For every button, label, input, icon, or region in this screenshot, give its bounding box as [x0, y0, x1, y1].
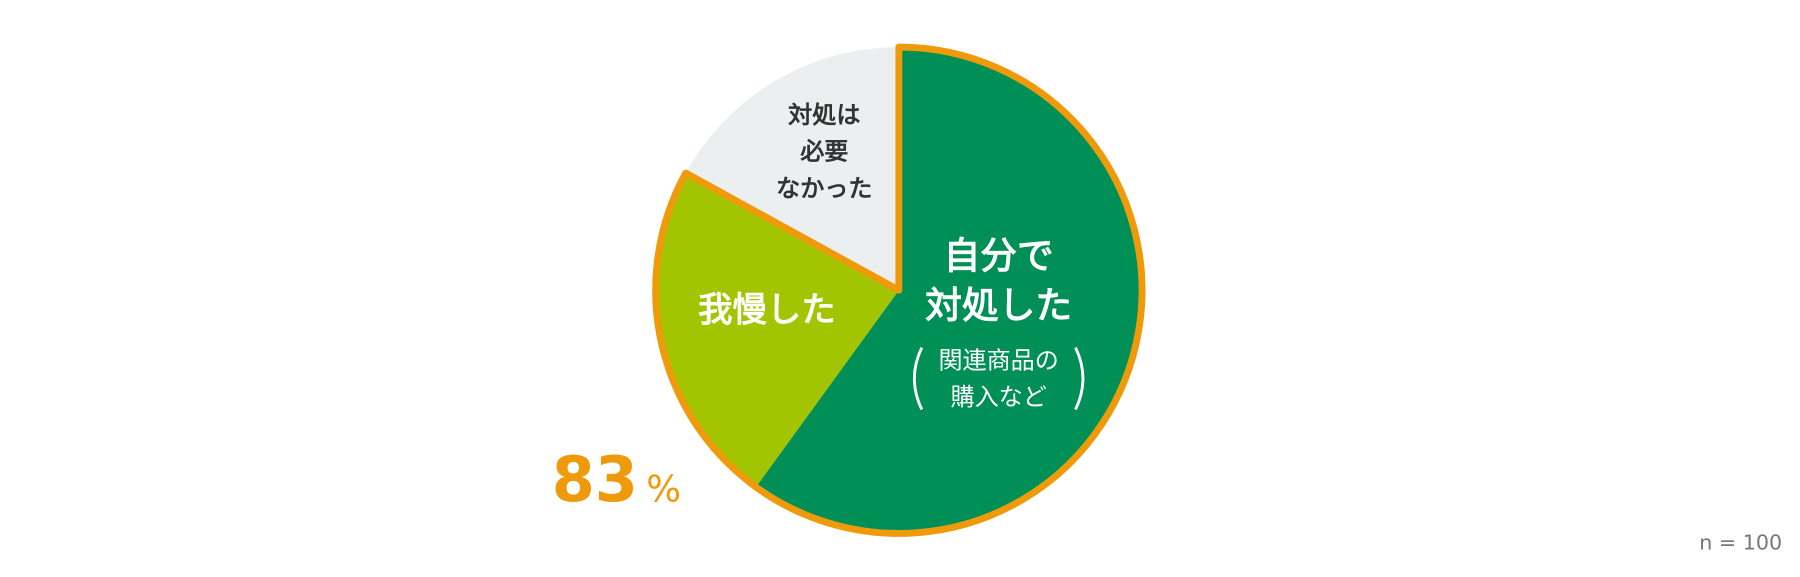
sample-size: n = 100 — [1699, 531, 1782, 555]
slice-label: 対処は — [788, 101, 860, 129]
slice-label: 必要 — [800, 138, 848, 166]
slice — [685, 47, 899, 291]
slice-label: 自分で — [944, 235, 1054, 278]
slice-label: なかった — [776, 174, 872, 202]
highlight-outline — [652, 43, 1146, 537]
paren-left — [912, 346, 924, 411]
slice — [755, 47, 1143, 534]
slice-sublabel: 購入など — [950, 383, 1046, 411]
slice — [655, 173, 899, 487]
highlight-unit: % — [646, 467, 681, 510]
paren-right — [1074, 346, 1085, 411]
slice-label: 対処した — [925, 284, 1072, 327]
slice-sublabel: 関連商品の — [938, 346, 1058, 374]
highlight-value: 83 — [552, 444, 638, 516]
slice-label: 我慢した — [698, 291, 836, 331]
pie — [652, 43, 1146, 537]
